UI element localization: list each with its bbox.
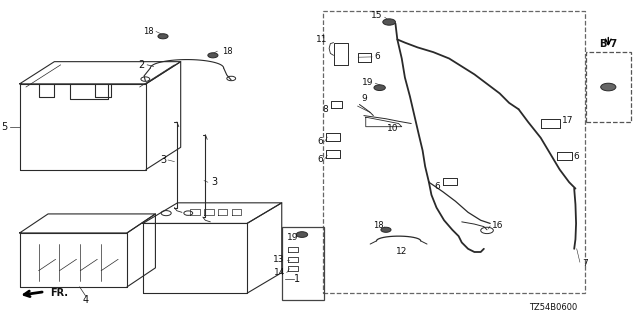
Text: 19: 19 xyxy=(287,233,299,242)
Text: 1: 1 xyxy=(294,274,301,284)
Circle shape xyxy=(208,53,218,58)
Text: 18: 18 xyxy=(373,221,383,230)
Text: 7: 7 xyxy=(582,259,588,268)
Text: 6: 6 xyxy=(435,181,440,190)
Text: TZ54B0600: TZ54B0600 xyxy=(529,303,577,312)
Text: 18: 18 xyxy=(221,47,232,56)
Text: 5: 5 xyxy=(1,122,7,132)
Text: 19: 19 xyxy=(362,78,373,87)
Text: 17: 17 xyxy=(561,116,573,125)
Text: 3: 3 xyxy=(211,177,217,187)
Text: 3: 3 xyxy=(160,155,166,165)
Bar xyxy=(323,11,585,293)
Text: 12: 12 xyxy=(396,247,408,257)
Text: 10: 10 xyxy=(387,124,398,133)
Text: FR.: FR. xyxy=(50,288,68,298)
Text: 14: 14 xyxy=(273,268,285,277)
Text: 16: 16 xyxy=(492,220,504,229)
Text: 18: 18 xyxy=(143,27,154,36)
Text: 2: 2 xyxy=(138,60,145,70)
Circle shape xyxy=(158,34,168,39)
Circle shape xyxy=(374,85,385,91)
Circle shape xyxy=(601,83,616,91)
Bar xyxy=(282,227,324,300)
Circle shape xyxy=(383,19,396,25)
Text: 6: 6 xyxy=(317,137,323,146)
Circle shape xyxy=(381,227,391,232)
Bar xyxy=(586,52,631,122)
Text: 6: 6 xyxy=(374,52,380,61)
Text: 4: 4 xyxy=(83,295,89,305)
Text: 9: 9 xyxy=(361,94,367,103)
Text: 13: 13 xyxy=(273,255,285,264)
Text: 6: 6 xyxy=(573,152,579,161)
Text: 15: 15 xyxy=(371,11,383,20)
Text: 6: 6 xyxy=(317,155,323,164)
Text: 11: 11 xyxy=(316,35,328,44)
Text: 8: 8 xyxy=(322,105,328,114)
Text: B-7: B-7 xyxy=(599,39,618,49)
Circle shape xyxy=(296,232,308,237)
